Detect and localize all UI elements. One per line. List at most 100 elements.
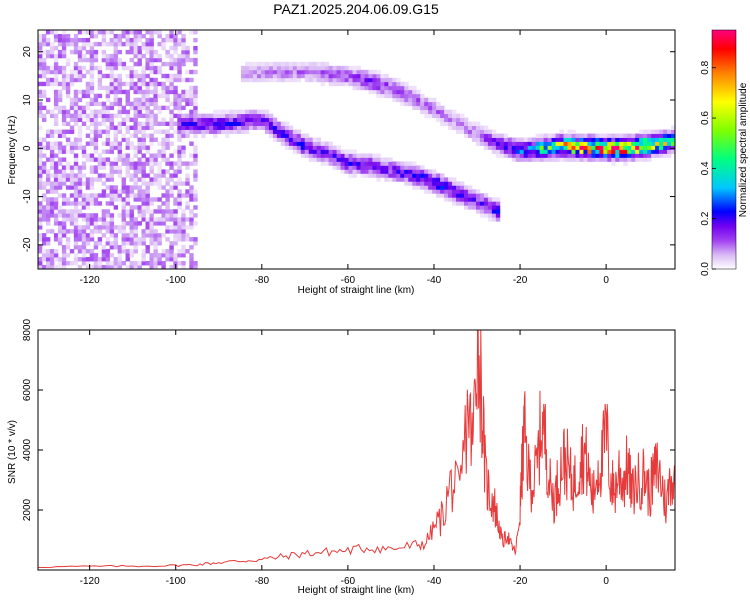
heatmap-cell bbox=[65, 229, 71, 234]
heatmap-cell bbox=[173, 233, 178, 238]
heatmap-cell bbox=[77, 49, 83, 55]
heatmap-cell bbox=[38, 221, 43, 226]
heatmap-cell bbox=[543, 149, 548, 154]
heatmap-cell bbox=[117, 229, 123, 234]
heatmap-cell bbox=[221, 125, 226, 130]
heatmap-cell bbox=[440, 109, 445, 115]
heatmap-cell bbox=[268, 117, 274, 123]
heatmap-cell bbox=[631, 153, 636, 158]
heatmap-cell bbox=[121, 233, 126, 238]
heatmap-cell bbox=[237, 113, 242, 119]
heatmap-cell bbox=[137, 237, 142, 242]
heatmap-cell bbox=[145, 197, 150, 202]
heatmap-cell bbox=[460, 201, 465, 206]
heatmap-cell bbox=[352, 165, 357, 170]
heatmap-cell bbox=[57, 69, 63, 75]
heatmap-cell bbox=[129, 77, 134, 83]
heatmap-cell bbox=[511, 141, 517, 146]
heatmap-cell bbox=[245, 125, 250, 130]
heatmap-cell bbox=[41, 117, 47, 123]
heatmap-cell bbox=[57, 161, 63, 166]
heatmap-cell bbox=[141, 133, 146, 138]
heatmap-cell bbox=[324, 61, 330, 67]
heatmap-cell bbox=[129, 161, 134, 166]
heatmap-cell bbox=[380, 73, 385, 79]
heatmap-cell bbox=[133, 165, 138, 170]
heatmap-cell bbox=[53, 249, 59, 254]
heatmap-cell bbox=[93, 265, 99, 269]
heatmap-cell bbox=[69, 217, 75, 222]
heatmap-cell bbox=[57, 221, 63, 226]
heatmap-cell bbox=[45, 265, 51, 269]
heatmap-cell bbox=[515, 145, 521, 150]
heatmap-cell bbox=[141, 41, 146, 47]
heatmap-cell bbox=[113, 257, 119, 262]
heatmap-cell bbox=[145, 157, 150, 162]
heatmap-cell bbox=[45, 41, 51, 47]
heatmap-cell bbox=[173, 197, 178, 202]
heatmap-cell bbox=[89, 85, 95, 91]
heatmap-cell bbox=[631, 137, 636, 142]
heatmap-cell bbox=[252, 69, 258, 75]
heatmap-cell bbox=[416, 173, 421, 178]
heatmap-cell bbox=[38, 141, 43, 146]
heatmap-cell bbox=[133, 237, 138, 242]
heatmap-cell bbox=[145, 73, 150, 79]
heatmap-cell bbox=[85, 85, 91, 91]
heatmap-cell bbox=[105, 225, 111, 230]
heatmap-cell bbox=[292, 73, 298, 79]
heatmap-cell bbox=[81, 173, 87, 178]
heatmap-cell bbox=[41, 257, 47, 262]
heatmap-cell bbox=[300, 153, 306, 158]
heatmap-cell bbox=[256, 69, 262, 75]
heatmap-cell bbox=[89, 33, 95, 39]
heatmap-cell bbox=[531, 141, 537, 146]
heatmap-cell bbox=[320, 157, 326, 162]
heatmap-cell bbox=[77, 105, 83, 111]
heatmap-cell bbox=[531, 153, 537, 158]
heatmap-cell bbox=[109, 197, 115, 202]
heatmap-cell bbox=[38, 57, 43, 63]
heatmap-cell bbox=[141, 45, 146, 51]
heatmap-cell bbox=[296, 145, 302, 150]
heatmap-cell bbox=[149, 217, 154, 222]
heatmap-cell bbox=[527, 157, 533, 162]
heatmap-cell bbox=[65, 237, 71, 242]
heatmap-cell bbox=[101, 117, 107, 123]
heatmap-cell bbox=[189, 109, 194, 115]
heatmap-cell bbox=[181, 129, 186, 134]
heatmap-cell bbox=[495, 197, 501, 202]
heatmap-cell bbox=[117, 173, 123, 178]
heatmap-cell bbox=[169, 209, 174, 214]
heatmap-cell bbox=[93, 113, 99, 119]
heatmap-cell bbox=[41, 113, 47, 119]
heatmap-cell bbox=[384, 93, 389, 99]
heatmap-cell bbox=[360, 81, 365, 87]
heatmap-cell bbox=[141, 217, 146, 222]
heatmap-cell bbox=[69, 141, 75, 146]
heatmap-cell bbox=[105, 201, 111, 206]
heatmap-cell bbox=[344, 69, 349, 75]
heatmap-cell bbox=[81, 257, 87, 262]
heatmap-cell bbox=[252, 65, 258, 71]
heatmap-cell bbox=[65, 93, 71, 99]
heatmap-cell bbox=[256, 113, 262, 119]
heatmap-cell bbox=[177, 57, 182, 63]
heatmap-cell bbox=[161, 213, 166, 218]
heatmap-cell bbox=[169, 73, 174, 79]
heatmap-cell bbox=[73, 37, 79, 43]
heatmap-cell bbox=[137, 30, 142, 35]
heatmap-cell bbox=[189, 265, 194, 269]
heatmap-cell bbox=[65, 253, 71, 258]
heatmap-cell bbox=[452, 121, 457, 126]
heatmap-cell bbox=[185, 77, 190, 83]
heatmap-cell bbox=[631, 157, 636, 162]
heatmap-cell bbox=[328, 145, 334, 150]
heatmap-cell bbox=[125, 253, 130, 258]
heatmap-cell bbox=[133, 45, 138, 51]
heatmap-cell bbox=[89, 117, 95, 123]
heatmap-cell bbox=[49, 209, 55, 214]
heatmap-cell bbox=[201, 133, 206, 138]
heatmap-cell bbox=[189, 125, 194, 130]
